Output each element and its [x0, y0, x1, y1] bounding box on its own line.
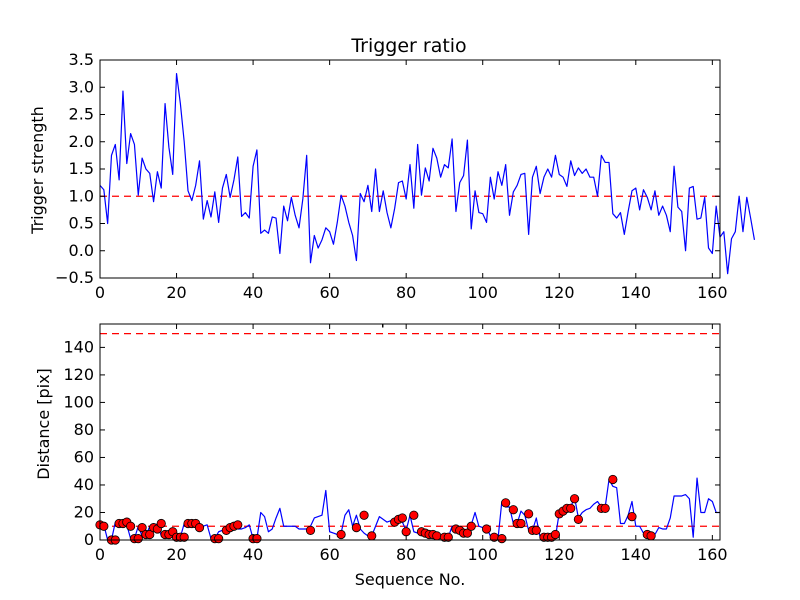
data-point-marker [359, 510, 369, 520]
data-point-marker [336, 529, 346, 540]
y-tick-label: −0.5 [55, 268, 94, 287]
y-tick-label: 1.5 [69, 159, 94, 178]
x-tick-label: 20 [166, 283, 186, 302]
y-tick-label: 120 [63, 365, 94, 384]
x-tick-label: 140 [621, 545, 652, 564]
axes-frame [99, 323, 721, 541]
y-tick-label: 40 [74, 475, 94, 494]
x-tick-label: 20 [166, 545, 186, 564]
data-point-marker [145, 529, 155, 540]
y-tick-label: 0.5 [69, 214, 94, 233]
x-tick-label: 0 [95, 545, 105, 564]
y-tick-label: 1.0 [69, 186, 94, 205]
x-tick-label: 160 [697, 283, 728, 302]
data-point-marker [569, 494, 580, 504]
series-line [99, 73, 756, 275]
data-point-marker [401, 527, 411, 537]
y-tick-label: 0 [84, 530, 94, 549]
y-tick-label: 3.0 [69, 77, 94, 96]
y-tick-label: 20 [74, 502, 94, 521]
x-tick-label: 40 [243, 283, 263, 302]
data-point-marker [305, 525, 316, 535]
x-tick-label: 100 [467, 283, 498, 302]
overlap-mask [340, 310, 480, 324]
data-point-marker [133, 534, 143, 544]
x-tick-label: 60 [319, 283, 339, 302]
x-axis-label: Sequence No. [355, 570, 466, 589]
data-point-marker [566, 503, 576, 513]
data-point-marker [351, 523, 362, 533]
data-point-marker [608, 474, 618, 485]
data-point-marker [501, 498, 511, 508]
x-tick-label: 80 [396, 283, 416, 302]
y-tick-label: 2.0 [69, 132, 94, 151]
y-tick-label: 60 [74, 447, 94, 466]
data-point-marker [367, 531, 377, 541]
data-point-marker [397, 513, 407, 523]
y-tick-label: 80 [74, 420, 94, 439]
plot-area [95, 333, 720, 545]
x-tick-label: 60 [319, 545, 339, 564]
data-point-marker [214, 534, 224, 544]
x-tick-label: 160 [697, 545, 728, 564]
x-tick-label: 120 [544, 283, 575, 302]
data-point-marker [508, 505, 518, 515]
data-point-marker [156, 518, 166, 529]
x-tick-label: 40 [243, 545, 263, 564]
plot-area [99, 73, 756, 275]
data-point-marker [409, 510, 419, 520]
distance-chart: Distance [pix] 0 20 40 60 80 100 120 140 160 0 20 4… [34, 310, 728, 589]
data-point-marker [194, 523, 205, 533]
data-point-marker [126, 521, 136, 531]
data-point-marker [524, 509, 534, 519]
data-point-marker [646, 531, 656, 541]
tick-group: 0 20 40 60 80 100 120 140 160 0 20 40 60 80 100 120 140 [63, 324, 728, 564]
x-tick-label: 100 [467, 545, 498, 564]
data-point-marker [627, 512, 637, 522]
y-tick-label: 3.5 [69, 50, 94, 69]
data-point-marker [516, 518, 526, 529]
data-point-marker [573, 514, 583, 524]
data-point-marker [550, 529, 561, 540]
y-tick-label: 100 [63, 392, 94, 411]
data-point-marker [443, 532, 453, 542]
y-tick-label: 140 [63, 337, 94, 356]
data-point-marker [462, 528, 473, 538]
y-tick-label: 0.0 [69, 241, 94, 260]
data-point-marker [466, 521, 476, 531]
y-tick-label: 2.5 [69, 105, 94, 124]
y-axis-label: Trigger strength [28, 106, 47, 235]
x-tick-label: 80 [396, 545, 416, 564]
x-tick-label: 140 [621, 283, 652, 302]
data-point-marker [432, 531, 442, 541]
data-point-marker [531, 525, 541, 535]
data-point-marker [481, 524, 492, 534]
data-point-marker [233, 520, 243, 530]
data-point-marker [497, 534, 507, 544]
data-point-marker [600, 503, 610, 513]
x-tick-label: 0 [95, 283, 105, 302]
y-axis-label: Distance [pix] [34, 368, 53, 480]
data-point-marker [252, 534, 262, 544]
data-point-marker [99, 521, 109, 531]
data-point-marker [137, 523, 147, 533]
x-tick-label: 120 [544, 545, 575, 564]
tick-group: 0 20 40 60 80 100 120 140 160 −0.5 0.0 0.5 1.0 1.5 2.0… [55, 50, 727, 302]
data-point-marker [179, 532, 189, 542]
chart-title: Trigger ratio [350, 35, 466, 57]
